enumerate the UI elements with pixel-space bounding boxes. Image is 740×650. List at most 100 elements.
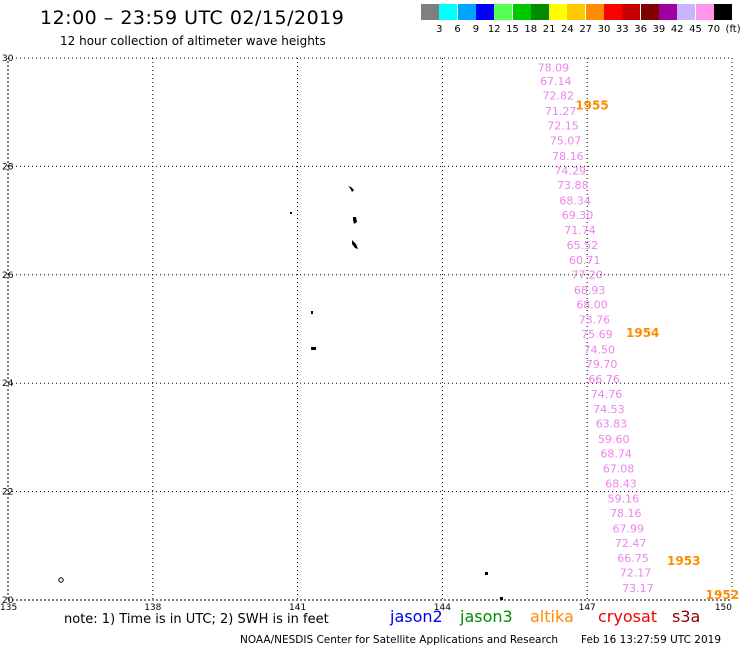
scale-label: 3 [436, 24, 443, 35]
island [500, 597, 503, 600]
scale-label: 30 [597, 24, 611, 35]
track-time-labels: 1955 1954 1953 1952 [575, 98, 739, 602]
map-subtitle: 12 hour collection of altimeter wave hei… [60, 34, 326, 48]
scale-swatch [695, 4, 714, 20]
latitude-label: 24 [2, 379, 14, 389]
scale-label: 21 [542, 24, 556, 35]
wave-height-value: 71.74 [564, 224, 596, 237]
island [290, 212, 292, 214]
scale-swatch [622, 4, 641, 20]
scale-swatch [439, 4, 458, 20]
scale-swatch [421, 4, 439, 20]
scale-label: 15 [506, 24, 519, 35]
wave-height-value: 59.60 [598, 433, 630, 446]
wave-height-value: 60.71 [569, 254, 601, 267]
time-label: 1953 [667, 554, 700, 568]
scale-swatch [512, 4, 531, 20]
wave-height-value: 67.08 [603, 463, 635, 476]
time-label: 1952 [706, 588, 739, 602]
wave-height-value: 72.47 [615, 537, 647, 550]
wave-height-value: 63.83 [596, 418, 628, 431]
wave-height-value: 79.70 [586, 358, 618, 371]
scale-label: 6 [454, 24, 461, 35]
wave-height-value: 69.30 [562, 209, 594, 222]
scale-swatch [475, 4, 494, 20]
scale-unit: (ft) [725, 24, 740, 35]
latitude-labels: 30 28 26 24 22 20 [2, 54, 14, 606]
satellite-cryosat: cryosat [598, 607, 658, 626]
island [352, 240, 358, 249]
latitude-label: 26 [2, 271, 14, 281]
island [58, 577, 64, 583]
satellite-jason3: jason3 [460, 607, 513, 626]
time-label: 1954 [626, 326, 659, 340]
island-outlines [58, 186, 503, 600]
longitude-label: 141 [289, 603, 306, 613]
scale-swatch [457, 4, 476, 20]
wave-height-value: 73.88 [557, 179, 589, 192]
wave-height-value: 73.17 [622, 582, 654, 595]
wave-height-value: 66.75 [617, 552, 649, 565]
scale-swatch [494, 4, 513, 20]
wave-height-value: 74.50 [584, 343, 616, 356]
scale-label: 45 [689, 24, 702, 35]
footer-note: note: 1) Time is in UTC; 2) SWH is in fe… [64, 612, 329, 627]
island [348, 186, 354, 192]
scale-label: 39 [652, 24, 666, 35]
scale-swatch [677, 4, 696, 20]
credit-line: NOAA/NESDIS Center for Satellite Applica… [240, 634, 558, 646]
longitude-label: 150 [715, 603, 732, 613]
satellite-s3a: s3a [672, 607, 701, 626]
wave-height-value: 78.16 [610, 507, 642, 520]
scale-swatch [549, 4, 568, 20]
scale-swatch [530, 4, 549, 20]
scale-swatch [713, 4, 732, 20]
satellite-jason2: jason2 [390, 607, 443, 626]
wave-height-value: 74.53 [593, 403, 625, 416]
island [485, 572, 488, 575]
longitude-label: 144 [434, 603, 451, 613]
scale-label: 18 [524, 24, 538, 35]
scale-label: 12 [487, 24, 501, 35]
latitude-label: 28 [2, 162, 14, 172]
wave-height-value: 75.07 [550, 135, 582, 148]
wave-height-value: 72.82 [542, 90, 574, 103]
island [311, 347, 316, 350]
scale-label: 27 [579, 24, 593, 35]
scale-label: 33 [615, 24, 629, 35]
island [353, 217, 357, 224]
wave-height-value: 77.20 [571, 269, 603, 282]
wave-height-value: 67.14 [540, 75, 572, 88]
scale-swatch [604, 4, 622, 20]
wave-height-value: 74.76 [591, 388, 623, 401]
map-title: 12:00 – 23:59 UTC 02/15/2019 [40, 7, 345, 29]
scale-swatch [567, 4, 586, 20]
scale-label: 42 [670, 24, 684, 35]
scale-swatch [585, 4, 604, 20]
wave-height-value: 59.16 [608, 492, 640, 505]
wave-height-value: 74.29 [555, 165, 587, 178]
scale-swatch [640, 4, 659, 20]
scale-swatch [658, 4, 677, 20]
scale-label: 70 [707, 24, 721, 35]
wave-height-value: 75.69 [581, 328, 613, 341]
wave-height-value: 66.76 [588, 373, 620, 386]
wave-height-value: 78.09 [538, 62, 570, 75]
generated-timestamp: Feb 16 13:27:59 UTC 2019 [581, 634, 721, 646]
satellite-altika: altika [530, 607, 574, 626]
wave-height-value: 65.52 [567, 239, 599, 252]
time-label: 1955 [575, 98, 608, 112]
longitude-labels: 135 138 141 144 147 150 [0, 603, 732, 613]
wave-height-value: 68.93 [574, 284, 606, 297]
scale-label: 9 [472, 24, 480, 35]
wave-height-value: 73.76 [579, 314, 611, 327]
wave-height-value: 68.34 [559, 194, 591, 207]
wave-height-value: 68.74 [600, 447, 632, 460]
wave-height-value: 72.17 [620, 567, 652, 580]
scale-label: 24 [561, 24, 574, 35]
latitude-label: 22 [2, 488, 13, 498]
longitude-label: 138 [144, 603, 161, 613]
longitude-label: 135 [0, 603, 17, 613]
